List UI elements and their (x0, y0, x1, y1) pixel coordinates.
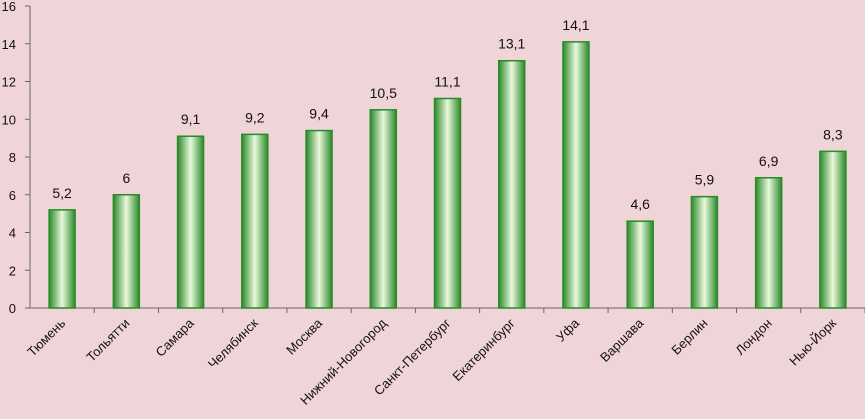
x-tick-label: Уфа (553, 315, 583, 345)
value-label: 5,9 (695, 172, 715, 188)
value-label: 14,1 (562, 17, 589, 33)
bar (112, 194, 141, 309)
bar (819, 150, 847, 309)
value-label: 5,2 (52, 185, 72, 201)
x-tick-label: Тольятти (83, 316, 132, 365)
y-tick-label: 4 (9, 226, 16, 241)
y-tick-label: 0 (9, 301, 16, 316)
x-tick-label: Москва (283, 315, 326, 358)
bar (626, 220, 654, 309)
value-label: 6,9 (759, 153, 779, 169)
y-tick-label: 14 (2, 37, 16, 52)
x-tick-label: Тюмень (24, 315, 68, 359)
bar (754, 177, 783, 309)
y-tick-label: 8 (9, 150, 16, 165)
x-tick-label: Берлин (668, 316, 710, 358)
y-tick-label: 2 (9, 263, 16, 278)
bar (562, 41, 590, 309)
value-label: 9,1 (181, 111, 201, 127)
value-label: 6 (122, 170, 130, 186)
bar (369, 109, 398, 309)
x-tick-label: Варшава (597, 315, 647, 365)
bar (305, 129, 333, 309)
y-tick-label: 12 (2, 75, 16, 90)
bar (48, 209, 76, 309)
x-tick-label: Лондон (732, 316, 774, 358)
x-tick-label: Самара (153, 315, 198, 360)
x-tick-label: Челябинск (205, 315, 261, 371)
value-label: 9,2 (245, 109, 265, 125)
y-tick-label: 6 (9, 188, 16, 203)
value-label: 11,1 (434, 73, 460, 89)
bar (497, 59, 526, 309)
value-label: 4,6 (630, 196, 650, 212)
x-tick-label: Екатеринбург (449, 315, 518, 384)
x-tick-label: Нью-Йорк (786, 315, 839, 368)
value-label: 10,5 (370, 85, 397, 101)
bar (690, 195, 719, 309)
value-label: 8,3 (823, 126, 843, 142)
y-tick-label: 16 (2, 0, 16, 14)
value-label: 9,4 (309, 106, 329, 122)
value-label: 13,1 (498, 36, 525, 52)
y-tick-label: 10 (2, 112, 16, 127)
bar (176, 135, 205, 309)
bar (433, 97, 462, 309)
bar (241, 133, 269, 309)
